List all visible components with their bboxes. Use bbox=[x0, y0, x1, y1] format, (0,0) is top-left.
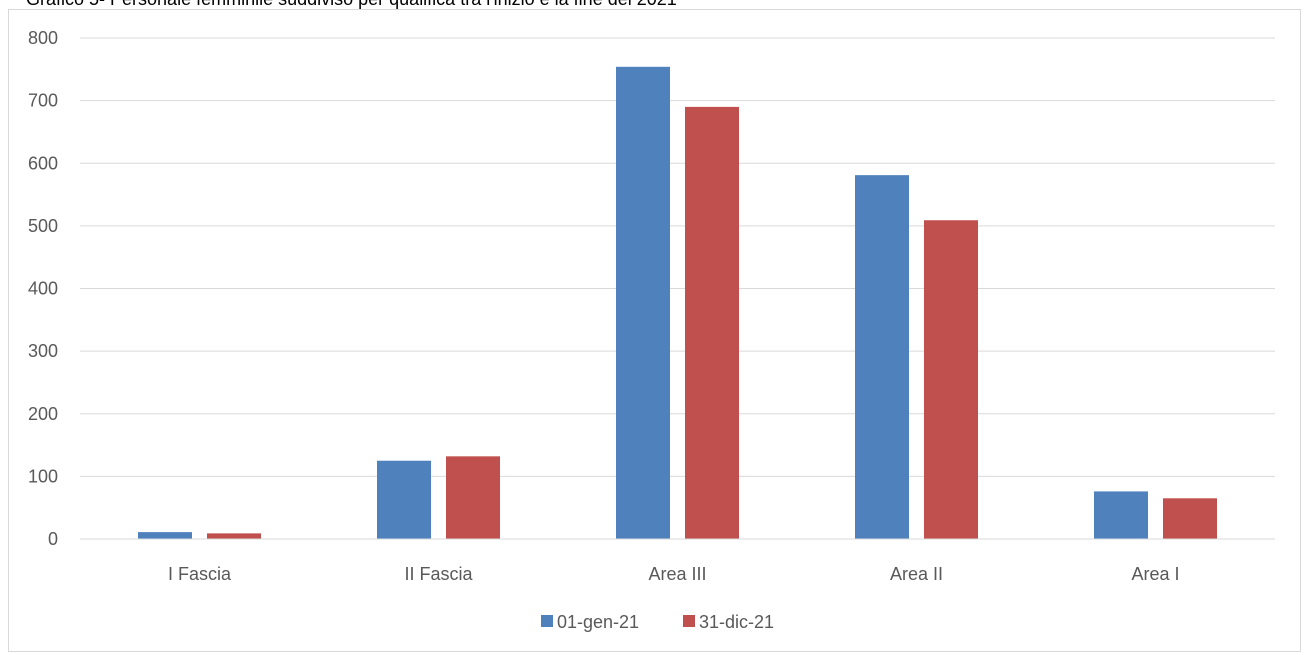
legend-swatch bbox=[541, 615, 553, 627]
y-tick-label: 0 bbox=[48, 529, 58, 549]
legend-item: 31-dic-21 bbox=[683, 612, 774, 632]
bar-01-gen-21-II Fascia bbox=[377, 460, 431, 539]
bar-01-gen-21-Area III bbox=[616, 66, 670, 540]
legend-label: 01-gen-21 bbox=[557, 612, 639, 632]
bars bbox=[138, 66, 1217, 540]
gridlines bbox=[80, 37, 1275, 477]
bar-31-dic-21-Area II bbox=[924, 220, 978, 539]
x-tick-label: II Fascia bbox=[404, 564, 473, 584]
legend: 01-gen-21 31-dic-21 bbox=[541, 612, 774, 632]
legend-swatch bbox=[683, 615, 695, 627]
y-axis-tick-labels: 0 100 200 300 400 500 600 700 800 bbox=[28, 28, 58, 549]
x-tick-label: I Fascia bbox=[168, 564, 232, 584]
bar-31-dic-21-II Fascia bbox=[446, 456, 500, 539]
chart-frame bbox=[8, 9, 1301, 652]
y-tick-label: 400 bbox=[28, 279, 58, 299]
bar-31-dic-21-Area III bbox=[685, 106, 739, 539]
y-tick-label: 200 bbox=[28, 404, 58, 424]
y-tick-label: 600 bbox=[28, 153, 58, 173]
bar-01-gen-21-Area I bbox=[1094, 491, 1148, 539]
y-tick-label: 500 bbox=[28, 216, 58, 236]
chart-title: Grafico 5- Personale femminile suddiviso… bbox=[26, 0, 677, 10]
bar-31-dic-21-Area I bbox=[1163, 498, 1217, 539]
bar-01-gen-21-I Fascia bbox=[138, 532, 192, 539]
y-tick-label: 100 bbox=[28, 466, 58, 486]
x-axis-tick-labels: I Fascia II Fascia Area III Area II Area I bbox=[168, 564, 1180, 584]
y-tick-label: 700 bbox=[28, 91, 58, 111]
y-tick-label: 300 bbox=[28, 341, 58, 361]
x-tick-label: Area II bbox=[890, 564, 943, 584]
legend-item: 01-gen-21 bbox=[541, 612, 639, 632]
y-tick-label: 800 bbox=[28, 28, 58, 48]
legend-label: 31-dic-21 bbox=[699, 612, 774, 632]
x-tick-label: Area I bbox=[1131, 564, 1179, 584]
bar-01-gen-21-Area II bbox=[855, 175, 909, 539]
x-tick-label: Area III bbox=[648, 564, 706, 584]
bar-31-dic-21-I Fascia bbox=[207, 533, 261, 539]
